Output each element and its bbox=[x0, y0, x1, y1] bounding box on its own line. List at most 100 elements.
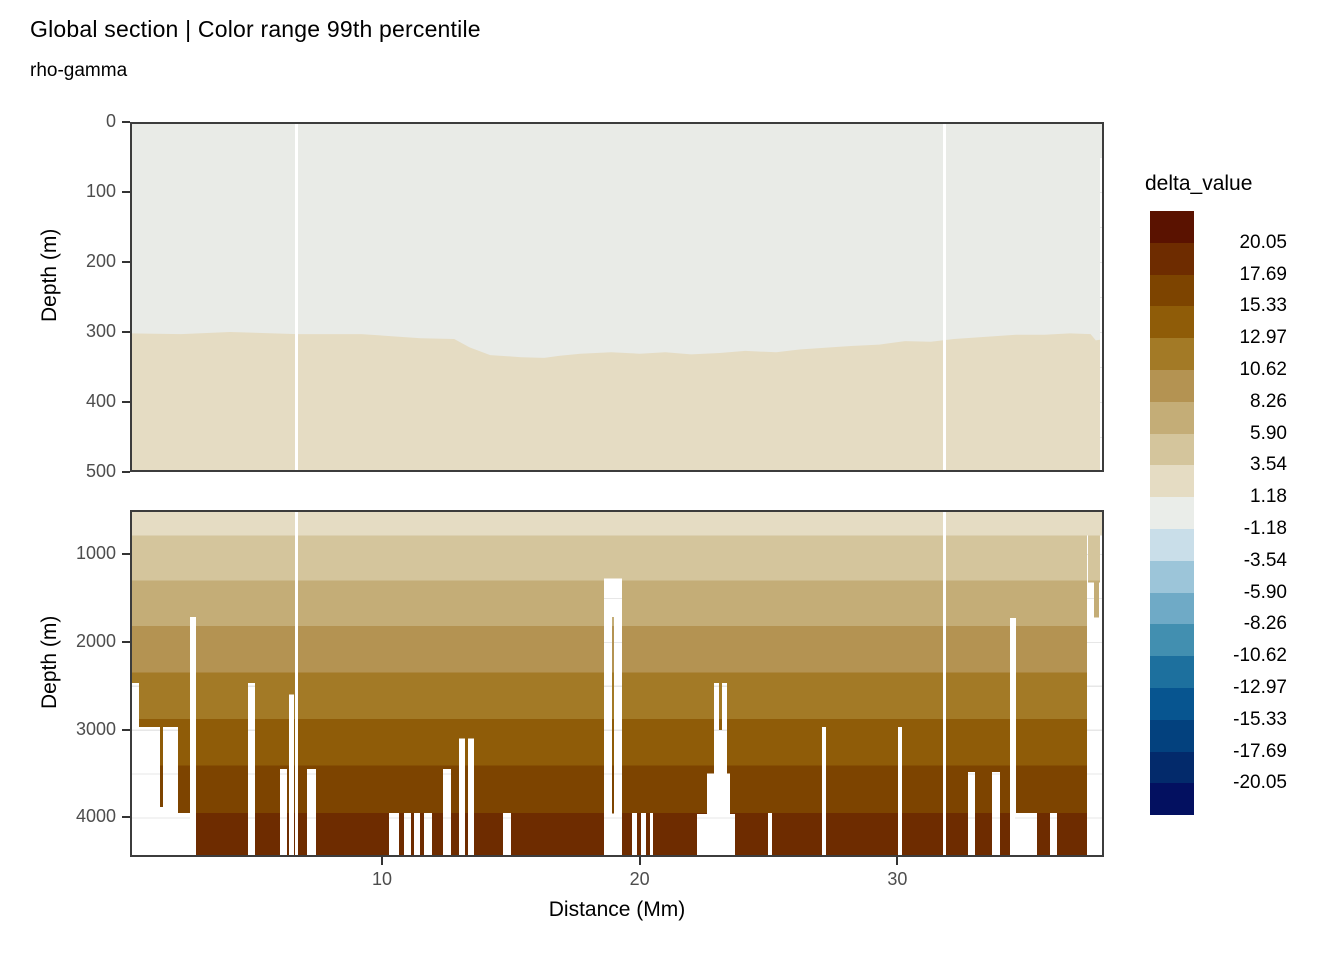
y-tick bbox=[122, 640, 130, 643]
data-gap-line bbox=[294, 122, 299, 472]
data-gap bbox=[641, 813, 646, 857]
data-gap bbox=[414, 813, 420, 857]
x-tick-label: 20 bbox=[629, 869, 650, 889]
data-gap bbox=[991, 772, 1000, 857]
y-tick-label: 200 bbox=[85, 251, 116, 271]
data-gap bbox=[1014, 813, 1037, 857]
legend-bin-label: 15.33 bbox=[1239, 295, 1287, 317]
legend-color-bin bbox=[1150, 624, 1194, 657]
legend-color-bin bbox=[1150, 687, 1194, 720]
y-tick bbox=[122, 728, 130, 731]
data-gap bbox=[650, 813, 654, 857]
data-gap bbox=[631, 813, 638, 857]
x-tick bbox=[381, 857, 383, 865]
legend-color-bin bbox=[1150, 274, 1194, 307]
legend-title: delta_value bbox=[1145, 172, 1253, 195]
legend-colorbar bbox=[1150, 211, 1194, 816]
data-gap bbox=[897, 727, 902, 857]
legend-color-bin bbox=[1150, 751, 1194, 784]
x-axis-title: Distance (Mm) bbox=[548, 898, 686, 921]
x-tick-label: 30 bbox=[887, 869, 908, 889]
legend-bin-label: 1.18 bbox=[1250, 486, 1287, 508]
y-tick bbox=[122, 331, 130, 333]
legend-bin-label: -8.26 bbox=[1243, 613, 1287, 635]
data-gap bbox=[131, 683, 139, 857]
y-tick bbox=[122, 816, 130, 819]
y-axis-title-top: Depth (m) bbox=[38, 228, 61, 322]
legend-bin-label: -12.97 bbox=[1233, 677, 1287, 698]
legend-bin-label: 5.90 bbox=[1250, 422, 1287, 444]
data-column bbox=[1094, 582, 1099, 618]
section-panel-deep bbox=[130, 510, 1104, 857]
data-gap-line bbox=[942, 122, 947, 472]
panel-border bbox=[130, 510, 1104, 857]
legend-color-bin bbox=[1150, 211, 1194, 243]
legend-color-bin bbox=[1150, 465, 1194, 498]
legend-color-bin bbox=[1150, 338, 1194, 370]
legend-bin-label: -10.62 bbox=[1233, 645, 1287, 667]
legend-color-bin bbox=[1150, 783, 1194, 816]
data-column bbox=[611, 719, 614, 767]
data-gap bbox=[190, 617, 196, 857]
x-tick-label: 10 bbox=[371, 869, 393, 889]
y-tick-label: 2000 bbox=[75, 630, 116, 651]
panel-border bbox=[130, 122, 1104, 472]
y-tick-label: 400 bbox=[85, 391, 116, 411]
depth-band bbox=[130, 535, 1104, 581]
legend-color-bin bbox=[1150, 433, 1194, 466]
data-gap bbox=[248, 683, 255, 857]
legend-bin-label: 12.97 bbox=[1239, 327, 1287, 349]
data-gap-line bbox=[942, 510, 947, 857]
y-tick bbox=[122, 471, 130, 473]
data-gap bbox=[424, 813, 432, 857]
legend-color-bin bbox=[1150, 592, 1194, 625]
legend-color-bin bbox=[1150, 719, 1194, 752]
data-gap bbox=[307, 769, 316, 857]
data-gap bbox=[443, 769, 452, 857]
depth-band bbox=[130, 510, 1104, 537]
legend-bin-label: -17.69 bbox=[1233, 740, 1287, 762]
data-gap bbox=[289, 694, 294, 857]
y-tick-label: 1000 bbox=[75, 542, 116, 563]
legend-color-bin bbox=[1150, 242, 1194, 275]
legend-bin-label: 8.26 bbox=[1250, 390, 1287, 412]
legend-bin-label: -15.33 bbox=[1233, 708, 1287, 730]
data-gap bbox=[1087, 535, 1104, 857]
plot-subtitle: rho-gamma bbox=[30, 60, 128, 81]
data-gap bbox=[768, 813, 772, 857]
data-gap bbox=[468, 738, 474, 857]
data-gap bbox=[821, 727, 826, 857]
y-tick bbox=[122, 261, 130, 263]
data-column bbox=[1088, 580, 1100, 583]
data-gap bbox=[967, 772, 975, 857]
legend-color-bin bbox=[1150, 401, 1194, 434]
y-tick-label: 0 bbox=[105, 111, 116, 131]
legend-bin-label: -3.54 bbox=[1243, 549, 1287, 571]
data-gap bbox=[389, 813, 399, 857]
data-column bbox=[611, 626, 614, 674]
data-column bbox=[719, 719, 722, 731]
shallow-section-svg bbox=[130, 122, 1104, 472]
legend-bin-label: -5.90 bbox=[1243, 581, 1287, 603]
data-gap bbox=[1049, 813, 1057, 857]
y-tick-label: 3000 bbox=[75, 718, 116, 739]
data-gap bbox=[130, 813, 196, 857]
legend-color-bin bbox=[1150, 306, 1194, 339]
y-tick-label: 4000 bbox=[75, 806, 116, 827]
data-column bbox=[611, 672, 614, 720]
y-axis-title-bottom: Depth (m) bbox=[38, 615, 61, 709]
y-tick-label: 500 bbox=[85, 461, 116, 481]
y-tick-label: 100 bbox=[85, 181, 116, 201]
data-gap bbox=[280, 769, 287, 857]
y-tick bbox=[122, 121, 130, 123]
data-gap-line bbox=[294, 510, 299, 857]
data-column bbox=[1088, 535, 1100, 581]
legend-bin-label: 10.62 bbox=[1239, 359, 1287, 380]
deep-section-svg bbox=[130, 510, 1104, 857]
legend-color-bin bbox=[1150, 656, 1194, 688]
y-tick-label: 300 bbox=[85, 321, 116, 341]
y-tick bbox=[122, 191, 130, 193]
plot-title: Global section | Color range 99th percen… bbox=[30, 16, 481, 42]
legend-color-bin bbox=[1150, 560, 1194, 593]
